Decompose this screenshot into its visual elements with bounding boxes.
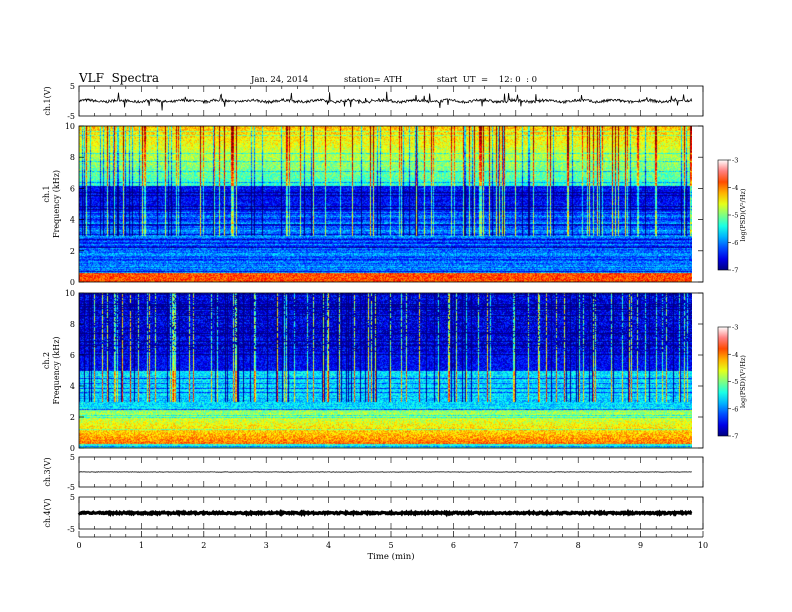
time-axis-tick-label: 10 bbox=[698, 541, 708, 550]
ch2-spectrogram-ytick-label: 2 bbox=[70, 413, 75, 422]
ch1-spectrogram-ytick-label: 4 bbox=[70, 216, 75, 225]
ch2-spectrogram-channel-label: ch.2 bbox=[42, 352, 51, 369]
time-axis-tick-label: 2 bbox=[201, 541, 206, 550]
time-axis-tick-label: 1 bbox=[139, 541, 144, 550]
ch1-spectrogram-channel-label: ch.1 bbox=[42, 185, 51, 202]
station-label: station= ATH bbox=[344, 75, 403, 85]
time-axis-tick-label: 0 bbox=[76, 541, 81, 550]
ch1-spectrogram-cbar-tick-label: -3 bbox=[732, 157, 738, 165]
ch4-ytick-label: 5 bbox=[70, 493, 75, 502]
time-axis-tick-label: 8 bbox=[576, 541, 581, 550]
ch2-spectrogram-cbar-tick-label: -7 bbox=[732, 433, 738, 441]
time-axis-tick-label: 9 bbox=[638, 541, 643, 550]
ch4-ylabel: ch.4(V) bbox=[43, 498, 52, 527]
ch1-spectrogram-cbar-tick-label: -7 bbox=[732, 267, 738, 275]
ch2-spectrogram-cbar-label: log(PSD)(V²/Hz) bbox=[739, 355, 747, 408]
ch4-trace bbox=[77, 508, 693, 518]
date-label: Jan. 24, 2014 bbox=[251, 75, 309, 85]
ch1-spectrogram-ytick-label: 8 bbox=[70, 153, 75, 162]
ch3-ytick-label: -5 bbox=[67, 483, 75, 492]
ch2-spectrogram-cbar-tick-label: -5 bbox=[732, 378, 738, 386]
ch2-spectrogram-image bbox=[79, 293, 692, 448]
ch1-spectrogram-cbar-tick-label: -5 bbox=[732, 212, 738, 220]
ch2-spectrogram-cbar-tick-label: -6 bbox=[732, 405, 738, 413]
time-axis: 0 1 2 3 4 5 6 7 8 9 10 Time (min) bbox=[76, 531, 708, 562]
ch2-spectrogram-colorbar bbox=[717, 326, 729, 437]
ch1-panel: 5 -5 ch.1(V) bbox=[43, 82, 704, 121]
ch1-trace bbox=[78, 91, 693, 111]
ch3-ytick-label: 5 bbox=[70, 453, 75, 462]
ch1-spectrogram-image bbox=[79, 126, 692, 282]
figure-title: VLF Spectra bbox=[79, 71, 160, 85]
ch2-spectrogram-panel: 0 2 4 6 8 10 ch.2 Frequency (kHz) -3 -4 -5 -6 -7 log(… bbox=[42, 289, 747, 453]
ch2-spectrogram-ytick-label: 10 bbox=[65, 289, 75, 298]
ch3-ylabel: ch.3(V) bbox=[43, 457, 52, 486]
ch1-spectrogram-cbar-label: log(PSD)(V²/Hz) bbox=[739, 188, 747, 241]
ch1-spectrogram-panel: 0 2 4 6 8 10 ch.1 Frequency (kHz) -3 -4 -5 -6 -7 log(… bbox=[42, 122, 747, 287]
ch2-spectrogram-ytick-label: 6 bbox=[70, 351, 75, 360]
ch1-ylabel: ch.1(V) bbox=[43, 86, 52, 115]
ch4-panel: 5 -5 ch.4(V) bbox=[43, 493, 704, 534]
ch1-spectrogram-ytick-label: 6 bbox=[70, 184, 75, 193]
ch1-spectrogram-ytick-label: 0 bbox=[70, 278, 75, 287]
ch2-spectrogram-ytick-label: 8 bbox=[70, 320, 75, 329]
start-time-label: start UT = 12: 0 : 0 bbox=[437, 75, 538, 85]
ch1-spectrogram-cbar-tick-label: -4 bbox=[732, 184, 738, 192]
ch2-spectrogram-ytick-label: 0 bbox=[70, 444, 75, 453]
ch2-spectrogram-cbar-tick-label: -4 bbox=[732, 351, 738, 359]
ch2-spectrogram-ylabel: Frequency (kHz) bbox=[52, 336, 61, 404]
ch1-ytick-label: -5 bbox=[67, 112, 75, 121]
ch1-spectrogram-ylabel: Frequency (kHz) bbox=[52, 170, 61, 238]
ch1-spectrogram-colorbar bbox=[717, 159, 729, 271]
ch3-panel: 5 -5 ch.3(V) bbox=[43, 453, 704, 492]
time-axis-label: Time (min) bbox=[367, 551, 414, 562]
time-axis-tick-label: 6 bbox=[451, 541, 456, 550]
ch1-spectrogram-cbar-tick-label: -6 bbox=[732, 239, 738, 247]
ch1-ytick-label: 5 bbox=[70, 82, 75, 91]
ch4-ytick-label: -5 bbox=[67, 525, 75, 534]
ch1-spectrogram-ytick-label: 2 bbox=[70, 247, 75, 256]
time-axis-tick-label: 3 bbox=[264, 541, 269, 550]
time-axis-tick-label: 4 bbox=[326, 541, 331, 550]
ch2-spectrogram-ytick-label: 4 bbox=[70, 382, 75, 391]
ch2-spectrogram-frame bbox=[78, 292, 704, 449]
time-axis-tick-label: 5 bbox=[388, 541, 393, 550]
time-axis-tick-label: 7 bbox=[513, 541, 518, 550]
ch1-spectrogram-ytick-label: 10 bbox=[65, 122, 75, 131]
ch1-spectrogram-frame bbox=[78, 125, 704, 283]
ch2-spectrogram-cbar-tick-label: -3 bbox=[732, 324, 738, 332]
